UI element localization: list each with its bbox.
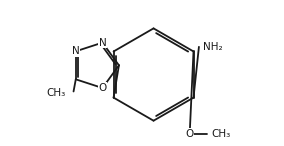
Text: N: N [72, 46, 80, 56]
Text: NH₂: NH₂ [203, 42, 222, 52]
Text: CH₃: CH₃ [211, 129, 231, 139]
Text: O: O [98, 83, 106, 93]
Text: N: N [99, 38, 106, 48]
Text: O: O [185, 129, 194, 139]
Text: CH₃: CH₃ [47, 88, 66, 98]
